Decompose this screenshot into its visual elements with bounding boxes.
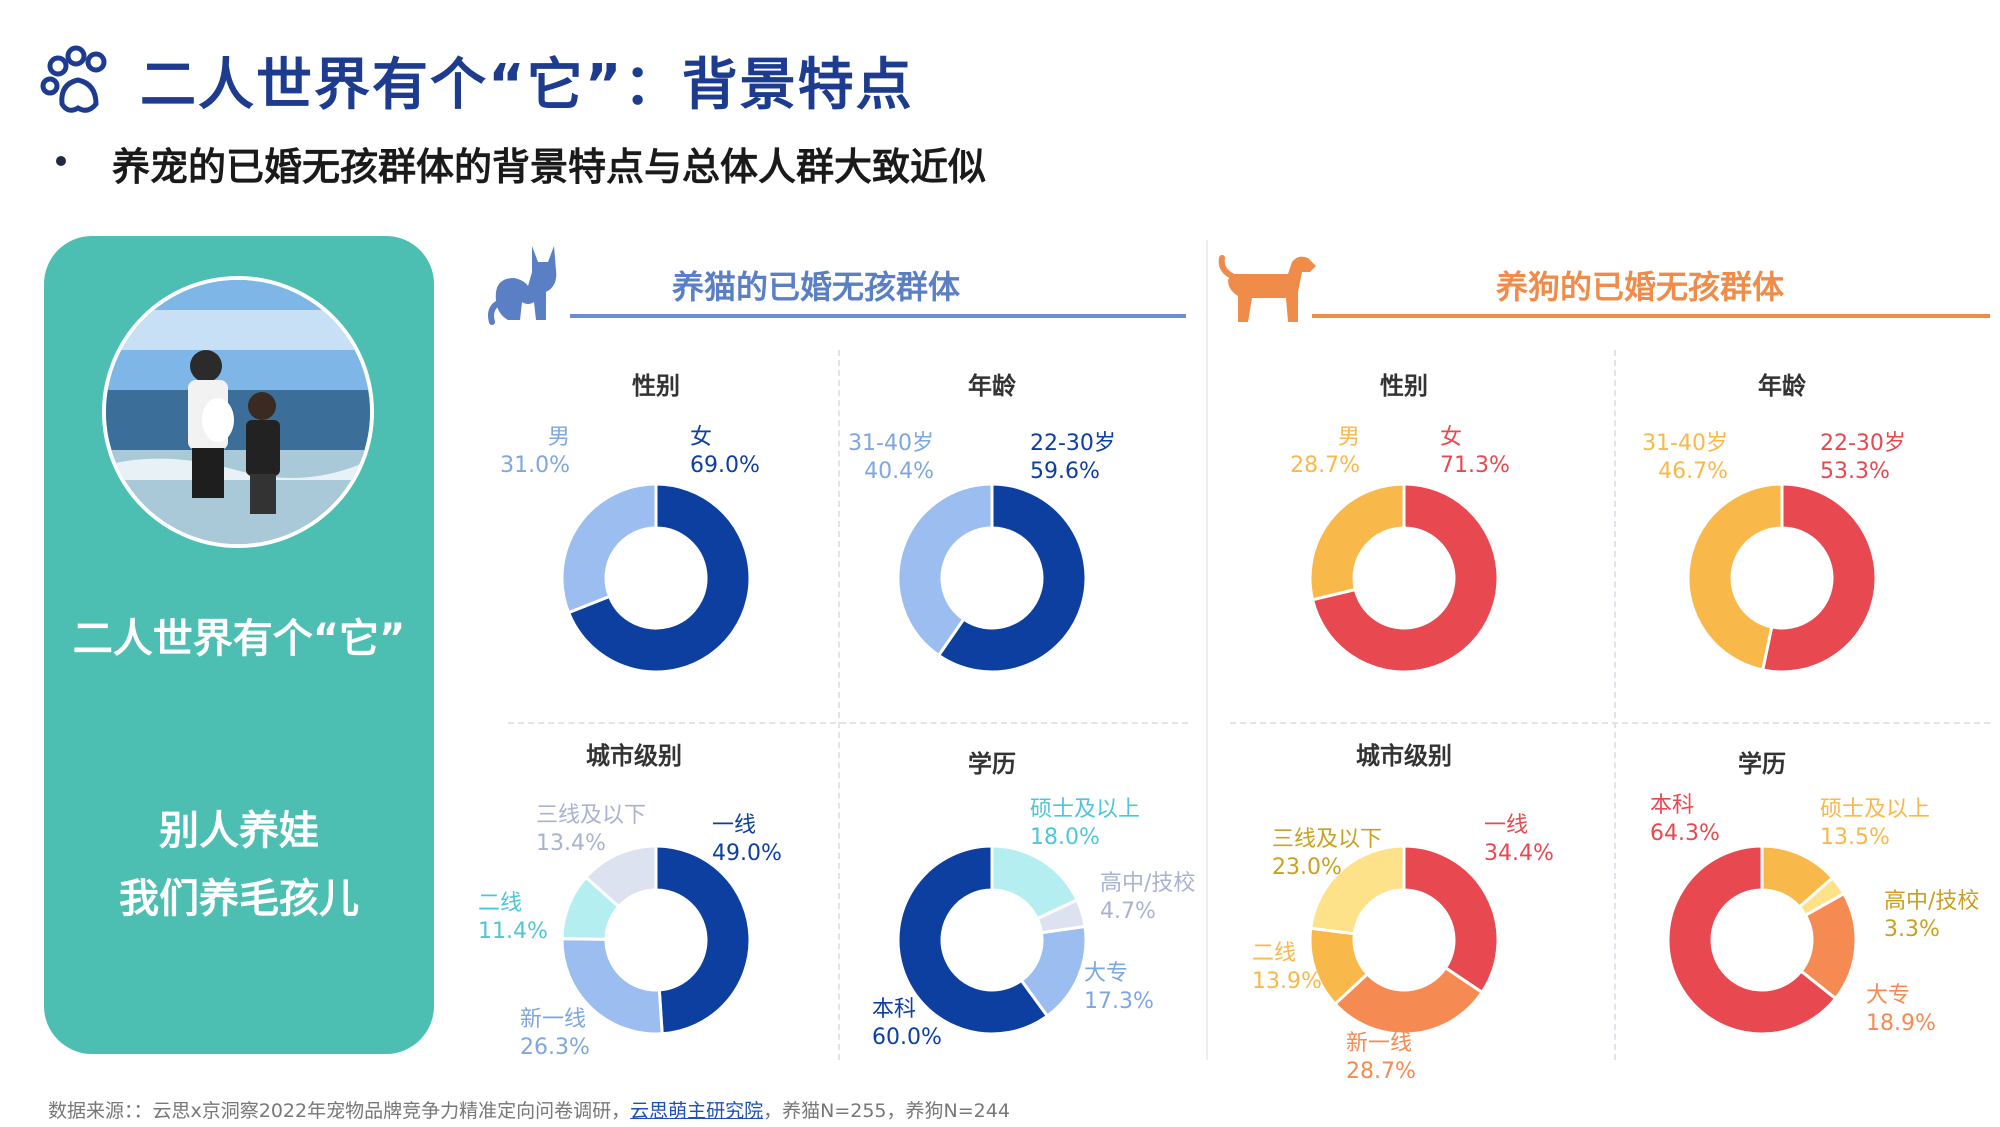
cat-chart2-category-label-3: 三线及以下 xyxy=(536,803,646,828)
cat-row-divider xyxy=(508,722,1188,724)
cat-chart1-slice-0 xyxy=(936,482,1088,674)
cat-chart3-category-label-0: 硕士及以上 xyxy=(1030,797,1140,822)
dog-chart5-value-label-1: 46.7% xyxy=(1658,459,1728,484)
cat-heading-rule xyxy=(570,314,1186,318)
cat-chart2-value-label-0: 49.0% xyxy=(712,841,782,866)
source-link[interactable]: 云思萌主研究院 xyxy=(630,1100,764,1122)
cat-chart3-value-label-1: 4.7% xyxy=(1100,899,1156,924)
dog-chart7-value-label-2: 18.9% xyxy=(1866,1011,1936,1036)
dog-chart7-category-label-1: 高中/技校 xyxy=(1884,889,1979,914)
dog-chart7-category-label-3: 本科 xyxy=(1650,793,1694,818)
cat-chart1-category-label-0: 22-30岁 xyxy=(1030,431,1116,456)
cat-chart1-category-label-1: 31-40岁 xyxy=(848,431,934,456)
dog-chart5-slice-0 xyxy=(1760,482,1878,674)
cat-group-heading: 养猫的已婚无孩群体 xyxy=(672,268,961,306)
dog-chart5-category-label-0: 22-30岁 xyxy=(1820,431,1906,456)
dog-chart4-slice-0 xyxy=(1310,482,1500,674)
dog-gender-title: 性别 xyxy=(1380,372,1428,400)
cat-chart0-slice-0 xyxy=(566,482,752,674)
cat-age-title: 年龄 xyxy=(968,372,1016,400)
source-prefix: 数据来源：：云思x京洞察2022年宠物品牌竞争力精准定向问卷调研， xyxy=(48,1100,631,1122)
page-subtitle: 养宠的已婚无孩群体的背景特点与总体人群大致近似 xyxy=(112,145,987,189)
cat-chart1-value-label-0: 59.6% xyxy=(1030,459,1100,484)
dog-chart4-slice-1 xyxy=(1308,482,1406,602)
cat-edu-title: 学历 xyxy=(968,750,1016,778)
dog-chart6-category-label-3: 三线及以下 xyxy=(1272,827,1382,852)
dog-chart6-value-label-2: 13.9% xyxy=(1252,969,1322,994)
dog-row-divider xyxy=(1230,722,1990,724)
dog-heading-rule xyxy=(1312,314,1990,318)
cat-chart2-value-label-1: 26.3% xyxy=(520,1035,590,1060)
dog-edu-title: 学历 xyxy=(1738,750,1786,778)
cat-chart0-value-label-0: 69.0% xyxy=(690,453,760,478)
dog-chart7-category-label-2: 大专 xyxy=(1866,983,1910,1008)
dog-chart5-value-label-0: 53.3% xyxy=(1820,459,1890,484)
card-line-1: 别人养娃 xyxy=(159,808,319,854)
group-divider xyxy=(1206,240,1208,1060)
source-suffix: ，养猫N=255，养狗N=244 xyxy=(763,1100,1010,1122)
cat-chart0-value-label-1: 31.0% xyxy=(500,453,570,478)
cat-chart2-slice-3 xyxy=(583,844,658,909)
dog-chart4-category-label-0: 女 xyxy=(1440,425,1462,450)
cat-chart0-slice-1 xyxy=(560,482,658,615)
cat-chart3-value-label-0: 18.0% xyxy=(1030,825,1100,850)
cat-chart2-category-label-2: 二线 xyxy=(478,891,522,916)
cat-chart0-category-label-1: 男 xyxy=(548,425,570,450)
dog-chart6-value-label-0: 34.4% xyxy=(1484,841,1554,866)
cat-chart3-value-label-2: 17.3% xyxy=(1084,989,1154,1014)
dog-icon xyxy=(1218,255,1316,322)
cat-city-title: 城市级别 xyxy=(586,742,682,770)
card-line-2: 我们养毛孩儿 xyxy=(119,876,359,922)
dog-chart6-slice-3 xyxy=(1309,844,1406,936)
cat-chart2-category-label-1: 新一线 xyxy=(520,1007,586,1032)
dog-chart6-value-label-3: 23.0% xyxy=(1272,855,1342,880)
dog-chart7-value-label-0: 13.5% xyxy=(1820,825,1890,850)
dog-chart7-value-label-3: 64.3% xyxy=(1650,821,1720,846)
paw-icon xyxy=(40,45,107,113)
dog-city-title: 城市级别 xyxy=(1356,742,1452,770)
cat-chart3-value-label-3: 60.0% xyxy=(872,1025,942,1050)
cat-chart1-slice-1 xyxy=(896,482,994,658)
dog-chart6-category-label-1: 新一线 xyxy=(1346,1031,1412,1056)
dog-chart7-value-label-1: 3.3% xyxy=(1884,917,1940,942)
dog-column-divider xyxy=(1614,350,1616,1060)
dog-chart6-value-label-1: 28.7% xyxy=(1346,1059,1416,1084)
dog-chart4-category-label-1: 男 xyxy=(1338,425,1360,450)
page-title: 二人世界有个“它”：背景特点 xyxy=(140,53,914,118)
cat-chart3-category-label-1: 高中/技校 xyxy=(1100,871,1195,896)
cat-chart3-category-label-2: 大专 xyxy=(1084,961,1128,986)
card-headline: 二人世界有个“它” xyxy=(72,616,406,662)
dog-chart5-slice-1 xyxy=(1686,482,1784,672)
dog-chart6-slice-0 xyxy=(1402,844,1500,995)
dog-chart6-category-label-2: 二线 xyxy=(1252,941,1296,966)
data-source: 数据来源：：云思x京洞察2022年宠物品牌竞争力精准定向问卷调研，云思萌主研究院… xyxy=(48,1096,1010,1123)
dog-chart5-category-label-1: 31-40岁 xyxy=(1642,431,1728,456)
cat-chart2-category-label-0: 一线 xyxy=(712,813,756,838)
dog-chart7-category-label-0: 硕士及以上 xyxy=(1820,797,1930,822)
cat-chart3-category-label-3: 本科 xyxy=(872,997,916,1022)
cat-chart2-slice-0 xyxy=(654,844,752,1036)
cat-chart1-value-label-1: 40.4% xyxy=(864,459,934,484)
cat-column-divider xyxy=(838,350,840,1060)
dog-chart7-slice-3 xyxy=(1666,844,1838,1036)
dog-age-title: 年龄 xyxy=(1758,372,1806,400)
dog-group-heading: 养狗的已婚无孩群体 xyxy=(1496,268,1785,306)
bullet-dot xyxy=(56,156,66,166)
dog-chart6-category-label-0: 一线 xyxy=(1484,813,1528,838)
cat-chart2-value-label-2: 11.4% xyxy=(478,919,548,944)
dog-chart4-value-label-0: 71.3% xyxy=(1440,453,1510,478)
cat-gender-title: 性别 xyxy=(632,372,680,400)
dog-chart6-slice-1 xyxy=(1332,965,1485,1036)
cat-chart0-category-label-0: 女 xyxy=(690,425,712,450)
cat-icon xyxy=(488,246,557,325)
cat-chart2-slice-1 xyxy=(560,937,664,1036)
dog-chart4-value-label-1: 28.7% xyxy=(1290,453,1360,478)
cat-chart2-value-label-3: 13.4% xyxy=(536,831,606,856)
cat-chart3-slice-3 xyxy=(896,844,1050,1036)
